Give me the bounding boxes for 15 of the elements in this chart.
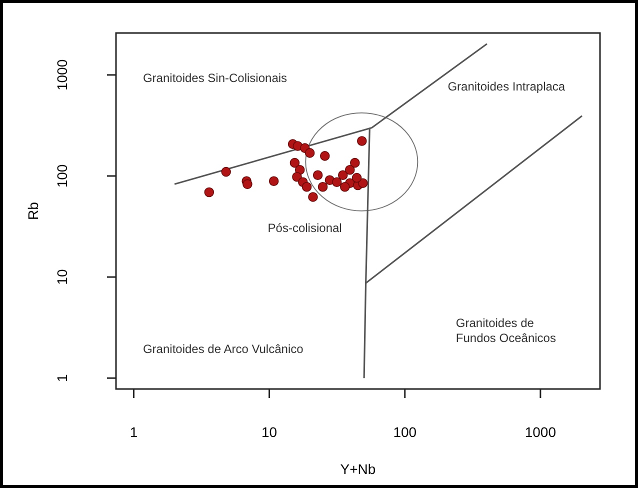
y-tick-label: 10 (54, 269, 70, 285)
y-axis-title: Rb (25, 202, 41, 220)
x-axis-title: Y+Nb (340, 461, 376, 477)
y-tick-label: 1 (54, 374, 70, 382)
x-tick-label: 10 (262, 424, 278, 440)
annotation: Granitoides de Fundos Oceânicos (456, 316, 556, 346)
x-tick-label: 1 (130, 424, 138, 440)
y-tick-label: 1000 (54, 59, 70, 91)
x-tick-label: 1000 (524, 424, 556, 440)
x-tick-label: 100 (393, 424, 417, 440)
y-tick-label: 100 (54, 164, 70, 188)
annotation: Pós-colisional (268, 220, 342, 235)
annotation: Granitoides Intraplaca (448, 80, 566, 94)
annotation: Granitoides Sin-Colisionais (142, 71, 288, 86)
annotation: Granitoides de Arco Vulcânico (142, 342, 304, 356)
